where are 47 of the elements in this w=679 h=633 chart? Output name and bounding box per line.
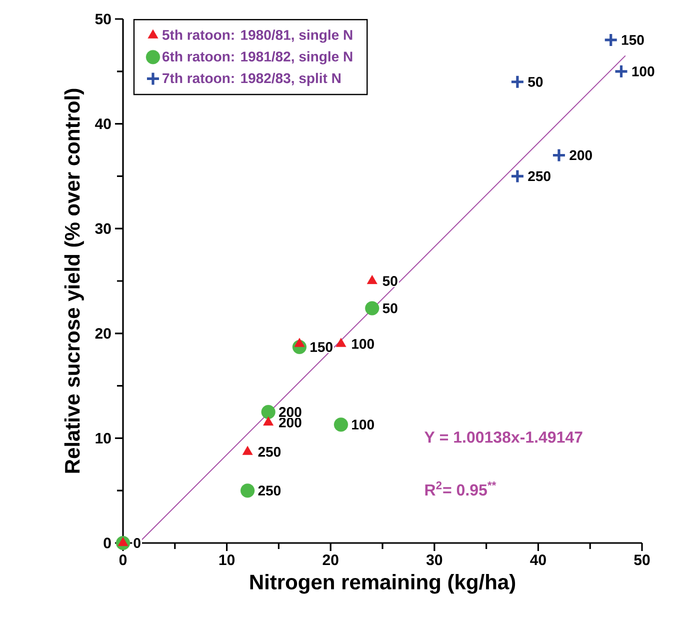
legend-label: 7th ratoon: 1982/83, split N: [162, 72, 340, 86]
annotation: 200: [570, 150, 592, 160]
annotation: Y = 1.00138x-1.49147: [424, 431, 582, 443]
y-axis-title: Relative sucrose yield (% over control): [64, 88, 84, 473]
point: [334, 418, 348, 432]
annotation: 50: [382, 276, 398, 286]
point: [510, 168, 525, 184]
y-tick-label: 20: [95, 328, 111, 339]
annotation: 50: [382, 303, 398, 314]
x-tick-label: 30: [426, 554, 442, 566]
y-tick-label: 10: [96, 432, 111, 444]
x-tick-label: 0: [119, 554, 127, 566]
annotation: R$^{2}$= 0.95$^{**}$: [425, 481, 496, 496]
point: [261, 404, 276, 420]
y-tick-label: 0: [104, 538, 111, 548]
legend-label: 5th ratoon: 1980/81, single N: [162, 30, 352, 43]
annotation: 50: [528, 76, 543, 87]
point: [552, 148, 566, 163]
x-tick-label: 10: [219, 554, 235, 566]
annotation: 250: [258, 446, 281, 457]
legend-label: 6th ratoon: 1981/82, single N: [162, 51, 352, 64]
annotation: 250: [528, 171, 550, 182]
point: [242, 446, 253, 455]
x-axis-title: Nitrogen remaining (kg/ha): [250, 574, 516, 594]
point: [263, 416, 274, 426]
point: [510, 74, 525, 90]
y-tick-label: 50: [95, 14, 111, 24]
point: [336, 338, 346, 347]
point: [614, 64, 629, 79]
point: [604, 32, 618, 48]
point: [365, 301, 380, 316]
point: [240, 484, 255, 498]
y-tick-label: 30: [95, 223, 111, 234]
annotation: 150: [310, 342, 332, 352]
annotation: 0: [134, 538, 140, 548]
annotation: 200: [279, 407, 302, 417]
annotation: 250: [258, 486, 281, 496]
x-tick-label: 50: [634, 554, 650, 566]
annotation: 100: [352, 338, 374, 349]
y-tick-label: 40: [95, 118, 111, 130]
annotation: 100: [632, 66, 654, 76]
point: [366, 274, 378, 284]
annotation: 100: [352, 420, 374, 430]
x-tick-label: 40: [530, 554, 546, 566]
x-tick-label: 20: [322, 554, 338, 566]
annotation: 200: [279, 418, 302, 428]
annotation: 150: [622, 34, 644, 45]
